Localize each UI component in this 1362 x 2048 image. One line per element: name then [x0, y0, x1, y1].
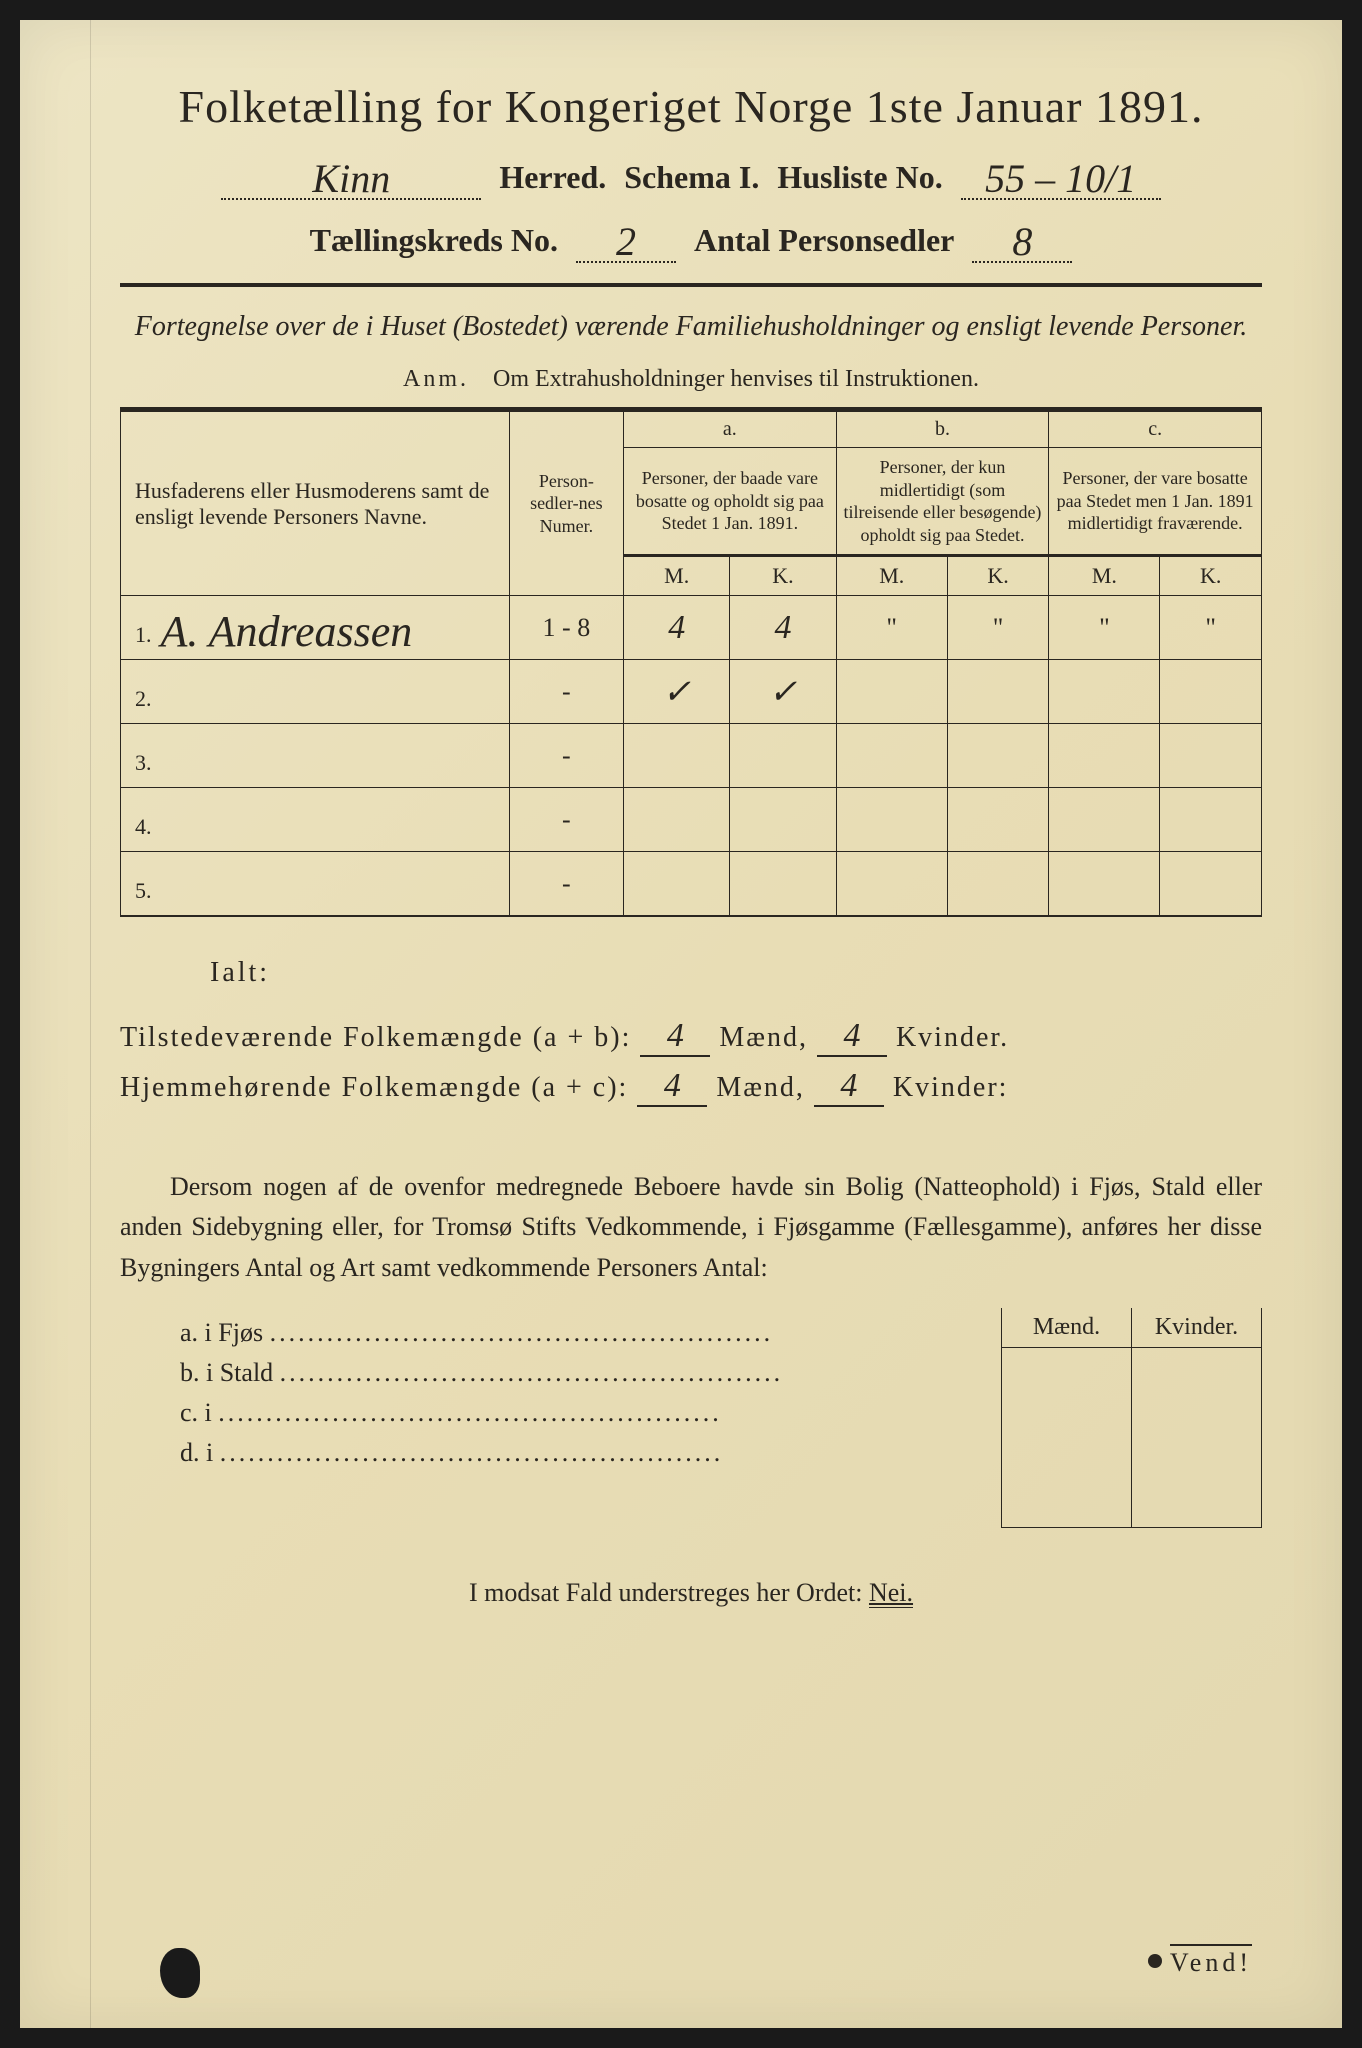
r1-k: 4 [817, 1017, 887, 1057]
table-row: 5. - [121, 852, 1262, 917]
header-row-1: Kinn Herred. Schema I. Husliste No. 55 –… [120, 151, 1262, 200]
grp-b-desc: Personer, der kun midlertidigt (som tilr… [836, 448, 1049, 556]
husliste-value: 55 – 10/1 [985, 156, 1136, 201]
table-row: 2. -✓✓ [121, 660, 1262, 724]
b-m: M. [836, 556, 947, 596]
herred-label: Herred. [499, 159, 606, 196]
dersom-paragraph: Dersom nogen af de ovenfor medregnede Be… [120, 1167, 1262, 1288]
kreds-value: 2 [616, 219, 636, 264]
husliste-label: Husliste No. [777, 159, 942, 196]
a-k: K. [730, 556, 836, 596]
totals-row-2: Hjemmehørende Folkemængde (a + c): 4 Mæn… [120, 1067, 1262, 1107]
grp-c-label: c. [1049, 410, 1262, 448]
side-kvinder: Kvinder. [1132, 1308, 1262, 1348]
page-title: Folketælling for Kongeriget Norge 1ste J… [120, 80, 1262, 133]
grp-c-desc: Personer, der vare bosatte paa Stedet me… [1049, 448, 1262, 556]
sidebyg-d: d. i [180, 1438, 991, 1468]
schema-label: Schema I. [624, 159, 759, 196]
grp-a-label: a. [624, 410, 837, 448]
header-row-2: Tællingskreds No. 2 Antal Personsedler 8 [120, 214, 1262, 263]
sidebyg-c: c. i [180, 1398, 991, 1428]
divider [120, 283, 1262, 287]
a-m: M. [624, 556, 730, 596]
col-numer-header: Person-sedler-nes Numer. [509, 410, 623, 596]
anm-line: Anm. Om Extrahusholdninger henvises til … [120, 366, 1262, 393]
c-m: M. [1049, 556, 1160, 596]
c-k: K. [1160, 556, 1262, 596]
anm-text: Om Extrahusholdninger henvises til Instr… [493, 366, 979, 392]
sidebyg-section: a. i Fjøs b. i Stald c. i d. i Mænd. Kvi… [120, 1308, 1262, 1528]
totals-section: Ialt: Tilstedeværende Folkemængde (a + b… [120, 957, 1262, 1107]
personsedler-label: Antal Personsedler [694, 222, 954, 259]
r1-m: 4 [640, 1017, 710, 1057]
kreds-label: Tællingskreds No. [310, 222, 558, 259]
personsedler-value: 8 [1012, 219, 1032, 264]
r2-m: 4 [637, 1067, 707, 1107]
herred-value: Kinn [312, 156, 390, 201]
nei-line: I modsat Fald understreges her Ordet: Ne… [120, 1578, 1262, 1608]
vend-label: Vend! [1170, 1944, 1252, 1978]
totals-row-1: Tilstedeværende Folkemængde (a + b): 4 M… [120, 1017, 1262, 1057]
sidebyg-a: a. i Fjøs [180, 1318, 991, 1348]
grp-a-desc: Personer, der baade vare bosatte og opho… [624, 448, 837, 556]
household-table: Husfaderens eller Husmoderens samt de en… [120, 407, 1262, 917]
r2-k: 4 [814, 1067, 884, 1107]
table-row: 3. - [121, 724, 1262, 788]
grp-b-label: b. [836, 410, 1049, 448]
side-maend: Mænd. [1002, 1308, 1132, 1348]
fortegnelse-text: Fortegnelse over de i Huset (Bostedet) v… [120, 307, 1262, 346]
nei-word: Nei. [869, 1578, 913, 1608]
table-row: 1. A. Andreassen1 - 844"""" [121, 596, 1262, 660]
b-k: K. [947, 556, 1048, 596]
census-form-page: Folketælling for Kongeriget Norge 1ste J… [20, 20, 1342, 2028]
mk-side-table: Mænd. Kvinder. [1001, 1308, 1262, 1528]
col-name-header: Husfaderens eller Husmoderens samt de en… [121, 410, 510, 596]
ialt-label: Ialt: [210, 957, 270, 989]
anm-label: Anm. [403, 366, 469, 392]
ink-spot [1148, 1954, 1162, 1968]
sidebyg-b: b. i Stald [180, 1358, 991, 1388]
table-row: 4. - [121, 788, 1262, 852]
ink-blot [160, 1948, 200, 1998]
